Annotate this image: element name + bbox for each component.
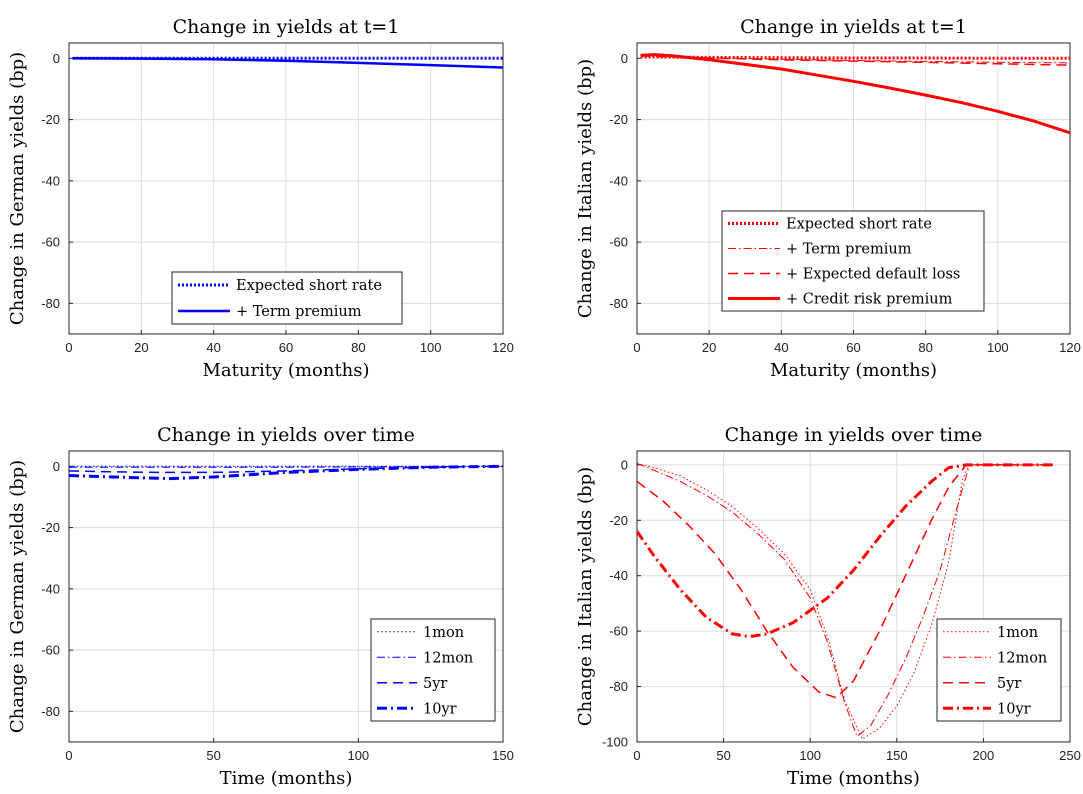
series-line bbox=[640, 55, 1070, 66]
legend: 1mon 12mon 5yr 10yr bbox=[936, 618, 1062, 722]
y-tick-label: -20 bbox=[41, 112, 60, 127]
y-tick-label: -80 bbox=[41, 704, 60, 719]
x-tick-label: 0 bbox=[65, 340, 72, 355]
x-tick-label: 50 bbox=[206, 748, 220, 763]
legend: Expected short rate + Term premium bbox=[171, 271, 403, 325]
series-line bbox=[637, 463, 1053, 737]
y-tick-label: -60 bbox=[609, 624, 628, 639]
series-line bbox=[637, 463, 1053, 740]
y-tick-label: -20 bbox=[609, 112, 628, 127]
y-tick-label: -80 bbox=[609, 679, 628, 694]
legend-label: 10yr bbox=[997, 701, 1031, 717]
legend-label: 1mon bbox=[997, 625, 1038, 641]
legend-label: Expected short rate bbox=[236, 278, 382, 294]
legend-box bbox=[171, 271, 403, 325]
series-line bbox=[637, 463, 1053, 639]
x-tick-label: 60 bbox=[846, 340, 860, 355]
y-tick-label: -40 bbox=[41, 581, 60, 596]
x-axis-label: Time (months) bbox=[787, 768, 920, 789]
x-tick-label: 0 bbox=[65, 748, 72, 763]
y-axis-label: Change in German yields (bp) bbox=[7, 460, 28, 733]
x-tick-label: 50 bbox=[716, 748, 730, 763]
y-axis-label: Change in Italian yields (bp) bbox=[575, 467, 596, 726]
x-tick-label: 120 bbox=[1059, 340, 1081, 355]
y-tick-label: -60 bbox=[41, 643, 60, 658]
legend-label: 12mon bbox=[423, 650, 473, 666]
legend-box bbox=[721, 210, 985, 312]
legend-label: 5yr bbox=[997, 676, 1021, 692]
chart-title: Change in yields over time bbox=[725, 424, 983, 446]
x-axis-label: Maturity (months) bbox=[202, 360, 369, 381]
chart-panel-3: 0 50 100 150 0 -20 -40 -60 -80 Change in yields o… bbox=[7, 424, 514, 789]
y-tick-label: -20 bbox=[41, 520, 60, 535]
x-tick-label: 100 bbox=[347, 748, 369, 763]
x-tick-label: 250 bbox=[1059, 748, 1081, 763]
x-tick-label: 150 bbox=[492, 748, 514, 763]
x-tick-label: 80 bbox=[918, 340, 932, 355]
y-axis-label: Change in German yields (bp) bbox=[7, 52, 28, 325]
plot-area bbox=[636, 450, 1071, 743]
x-axis-label: Maturity (months) bbox=[770, 360, 937, 381]
y-tick-label: -60 bbox=[41, 235, 60, 250]
chart-panel-4: 0 50 100 150 200 250 0 -20 -40 -60 -80 -100 Change i… bbox=[575, 424, 1081, 789]
legend: 1mon 12mon 5yr 10yr bbox=[370, 618, 496, 722]
x-tick-label: 100 bbox=[799, 748, 821, 763]
x-tick-label: 60 bbox=[279, 340, 293, 355]
x-tick-label: 20 bbox=[134, 340, 148, 355]
x-tick-label: 20 bbox=[702, 340, 716, 355]
series-line bbox=[69, 465, 503, 474]
y-tick-label: -40 bbox=[609, 568, 628, 583]
chart-panel-2: 0 20 40 60 80 100 120 0 -20 -40 -60 -80 Change in yi… bbox=[575, 16, 1081, 381]
series-line bbox=[640, 53, 1070, 135]
x-tick-label: 0 bbox=[633, 748, 640, 763]
legend-label: 12mon bbox=[997, 650, 1047, 666]
legend-label: + Term premium bbox=[236, 304, 362, 320]
y-tick-label: -40 bbox=[41, 173, 60, 188]
legend-label: Expected short rate bbox=[786, 217, 932, 233]
legend-label: 10yr bbox=[423, 701, 457, 717]
x-tick-label: 100 bbox=[420, 340, 442, 355]
chart-title: Change in yields over time bbox=[157, 424, 415, 446]
y-axis-label: Change in Italian yields (bp) bbox=[575, 59, 596, 318]
y-tick-label: -80 bbox=[41, 296, 60, 311]
x-tick-label: 100 bbox=[987, 340, 1009, 355]
x-axis-label: Time (months) bbox=[220, 768, 353, 789]
x-tick-label: 80 bbox=[351, 340, 365, 355]
legend-label: 5yr bbox=[423, 676, 447, 692]
chart-panel-1: 0 20 40 60 80 100 120 0 -20 -40 -60 -80 Change in yi… bbox=[7, 16, 514, 381]
x-tick-label: 0 bbox=[633, 340, 640, 355]
x-tick-label: 150 bbox=[886, 748, 908, 763]
y-tick-label: 0 bbox=[53, 51, 60, 66]
y-tick-label: -80 bbox=[609, 296, 628, 311]
chart-title: Change in yields at t=1 bbox=[740, 16, 967, 38]
legend-label: + Expected default loss bbox=[786, 267, 960, 283]
plot-area bbox=[68, 450, 504, 743]
legend: Expected short rate + Term premium + Expec… bbox=[721, 210, 985, 312]
y-tick-label: -40 bbox=[609, 173, 628, 188]
x-tick-label: 40 bbox=[774, 340, 788, 355]
y-tick-label: 0 bbox=[53, 459, 60, 474]
legend-box bbox=[936, 618, 1062, 722]
y-tick-label: -20 bbox=[609, 513, 628, 528]
series-line bbox=[72, 57, 503, 69]
legend-label: + Term premium bbox=[786, 242, 912, 258]
y-tick-label: 0 bbox=[621, 457, 628, 472]
legend-box bbox=[370, 618, 496, 722]
x-tick-label: 40 bbox=[206, 340, 220, 355]
legend-label: 1mon bbox=[423, 625, 464, 641]
series-line bbox=[69, 464, 503, 481]
x-tick-label: 120 bbox=[492, 340, 514, 355]
y-tick-label: -60 bbox=[609, 235, 628, 250]
y-tick-label: 0 bbox=[621, 51, 628, 66]
chart-title: Change in yields at t=1 bbox=[173, 16, 400, 38]
legend-label: + Credit risk premium bbox=[786, 292, 953, 308]
x-tick-label: 200 bbox=[973, 748, 995, 763]
y-tick-label: -100 bbox=[602, 735, 628, 750]
